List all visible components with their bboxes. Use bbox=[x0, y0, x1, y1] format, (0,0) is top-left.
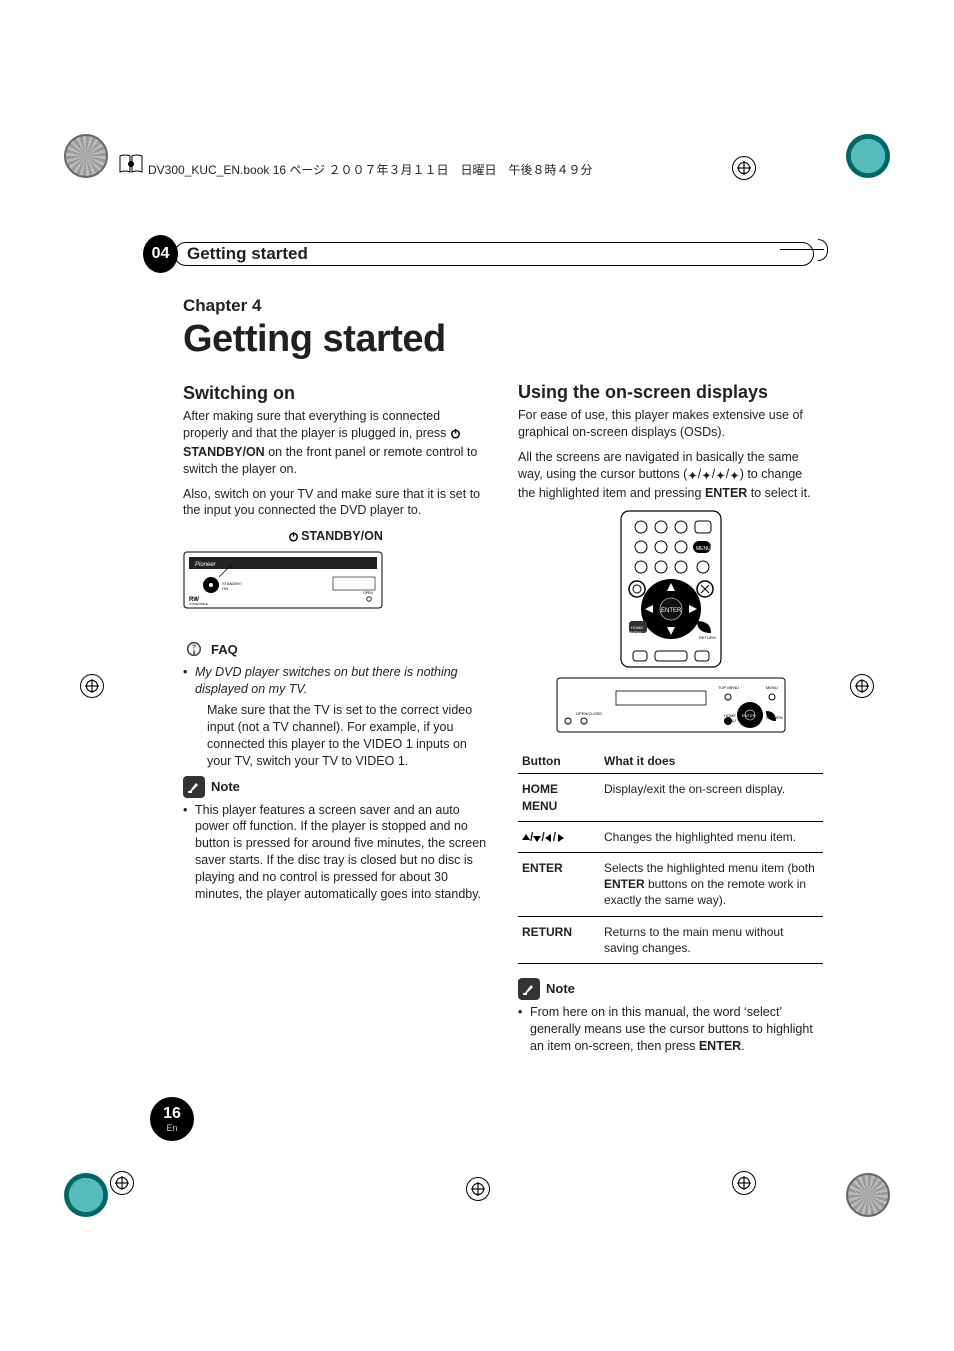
text: From here on in this manual, the word ‘s… bbox=[530, 1005, 813, 1053]
table-cell: Selects the highlighted menu item (both … bbox=[600, 852, 823, 916]
body-text: Also, switch on your TV and make sure th… bbox=[183, 486, 488, 520]
remote-illustration: MENU ENTER HOMEMENU RETURN bbox=[611, 509, 731, 669]
regmark-icon bbox=[732, 156, 756, 180]
svg-text:RETURN: RETURN bbox=[699, 635, 716, 640]
page-number: 16 bbox=[163, 1106, 181, 1122]
regmark-icon bbox=[466, 1177, 490, 1201]
body-text: After making sure that everything is con… bbox=[183, 408, 488, 478]
note-icon bbox=[183, 776, 205, 798]
faq-heading: ? FAQ bbox=[183, 638, 488, 660]
faq-item: My DVD player switches on but there is n… bbox=[183, 664, 488, 769]
page-number-badge: 16 En bbox=[150, 1097, 194, 1141]
svg-text:COMPATIBLE: COMPATIBLE bbox=[189, 602, 208, 606]
section-switching-on: Switching on bbox=[183, 383, 488, 404]
text: ENTER bbox=[705, 486, 747, 500]
svg-text:TOP MENU: TOP MENU bbox=[718, 685, 739, 690]
svg-text:MENU: MENU bbox=[696, 546, 711, 552]
text: ENTER bbox=[604, 877, 645, 891]
table-cell: /// bbox=[518, 821, 600, 852]
arrow-up-icon: ✦ bbox=[687, 468, 697, 485]
corner-dot-tl bbox=[64, 134, 108, 178]
text: STANDBY/ON bbox=[183, 445, 265, 459]
chapter-pill-title: Getting started bbox=[174, 242, 814, 266]
body-text: For ease of use, this player makes exten… bbox=[518, 407, 823, 441]
svg-text:MENU: MENU bbox=[766, 685, 778, 690]
table-header: Button bbox=[518, 749, 600, 774]
table-cell: Returns to the main menu without saving … bbox=[600, 916, 823, 963]
left-column: Chapter 4 Getting started Switching on A… bbox=[183, 296, 488, 1061]
svg-text:MENU: MENU bbox=[631, 630, 643, 635]
chapter-pill: 04 Getting started bbox=[143, 237, 814, 271]
note-heading: Note bbox=[183, 776, 488, 798]
book-icon bbox=[118, 154, 144, 174]
regmark-icon bbox=[110, 1171, 134, 1195]
text: ENTER bbox=[699, 1039, 741, 1053]
svg-text:ENTER: ENTER bbox=[742, 713, 756, 718]
faq-question: My DVD player switches on but there is n… bbox=[195, 665, 458, 696]
table-cell: ENTER bbox=[518, 852, 600, 916]
arrow-right-icon: ✦ bbox=[729, 468, 739, 485]
text: to select it. bbox=[747, 486, 810, 500]
power-icon bbox=[288, 531, 299, 545]
text: . bbox=[741, 1039, 744, 1053]
section-osd: Using the on-screen displays bbox=[518, 382, 823, 403]
text: After making sure that everything is con… bbox=[183, 409, 450, 440]
button-table: Button What it does HOME MENU Display/ex… bbox=[518, 749, 823, 964]
table-row: HOME MENU Display/exit the on-screen dis… bbox=[518, 774, 823, 821]
note-item: This player features a screen saver and … bbox=[183, 802, 488, 903]
svg-text:Pioneer: Pioneer bbox=[195, 562, 217, 568]
chapter-number-badge: 04 bbox=[143, 235, 178, 273]
table-header: What it does bbox=[600, 749, 823, 774]
svg-text:ON: ON bbox=[222, 586, 228, 591]
regmark-icon bbox=[80, 674, 104, 698]
note-label: Note bbox=[211, 779, 240, 794]
chapter-label: Chapter 4 bbox=[183, 296, 488, 316]
corner-dot-bl bbox=[64, 1173, 108, 1217]
power-icon bbox=[450, 427, 461, 444]
svg-text:OPEN: OPEN bbox=[363, 591, 373, 595]
text: STANDBY/ON bbox=[301, 529, 383, 543]
front-panel-illustration: Pioneer STANDBY/ ON OPEN RW COMPATIBLE bbox=[183, 551, 383, 613]
right-column: Using the on-screen displays For ease of… bbox=[518, 296, 823, 1061]
table-row: /// Changes the highlighted menu item. bbox=[518, 821, 823, 852]
note-item: From here on in this manual, the word ‘s… bbox=[518, 1004, 823, 1055]
table-row: RETURN Returns to the main menu without … bbox=[518, 916, 823, 963]
svg-text:OPEN/CLOSE: OPEN/CLOSE bbox=[576, 711, 602, 716]
regmark-icon bbox=[850, 674, 874, 698]
svg-text:ENTER: ENTER bbox=[661, 608, 682, 614]
table-row: ENTER Selects the highlighted menu item … bbox=[518, 852, 823, 916]
faq-icon: ? bbox=[183, 638, 205, 660]
faq-answer: Make sure that the TV is set to the corr… bbox=[195, 702, 488, 770]
table-cell: Display/exit the on-screen display. bbox=[600, 774, 823, 821]
note-label: Note bbox=[546, 981, 575, 996]
arrow-down-icon: ✦ bbox=[701, 468, 711, 485]
regmark-icon bbox=[732, 1171, 756, 1195]
running-header: DV300_KUC_EN.book 16 ページ ２００７年３月１１日 日曜日 … bbox=[148, 161, 593, 178]
front-unit-illustration: OPEN/CLOSE TOP MENU MENU ENTER HOMEMENU … bbox=[556, 677, 786, 737]
chapter-title: Getting started bbox=[183, 318, 488, 361]
corner-dot-br bbox=[846, 1173, 890, 1217]
text: Selects the highlighted menu item (both bbox=[604, 861, 815, 875]
faq-label: FAQ bbox=[211, 642, 238, 657]
table-cell: RETURN bbox=[518, 916, 600, 963]
table-cell: HOME MENU bbox=[518, 774, 600, 821]
arrow-left-icon: ✦ bbox=[715, 468, 725, 485]
note-icon bbox=[518, 978, 540, 1000]
note-heading: Note bbox=[518, 978, 823, 1000]
standby-label: STANDBY/ON bbox=[183, 529, 488, 545]
corner-dot-tr bbox=[846, 134, 890, 178]
page-lang: En bbox=[166, 1124, 177, 1133]
table-cell: Changes the highlighted menu item. bbox=[600, 821, 823, 852]
body-text: All the screens are navigated in basical… bbox=[518, 449, 823, 502]
